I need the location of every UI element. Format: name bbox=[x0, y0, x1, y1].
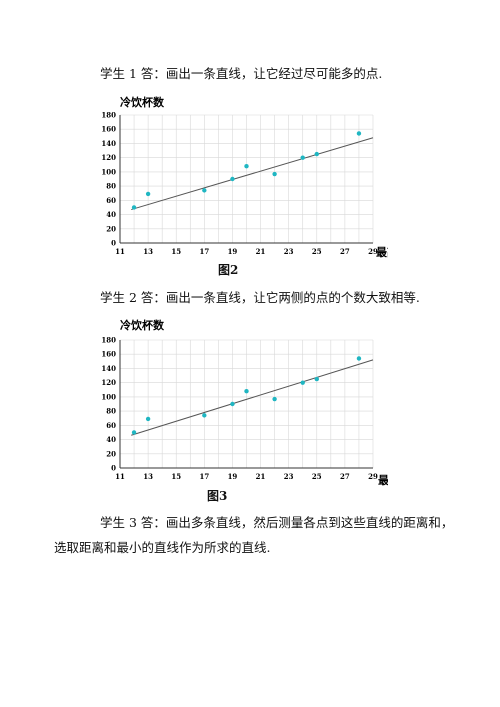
y-tick-label: 180 bbox=[101, 336, 116, 345]
y-tick-label: 40 bbox=[106, 435, 116, 444]
x-tick-label: 29 bbox=[368, 472, 378, 481]
data-point bbox=[131, 430, 137, 435]
x-tick-label: 25 bbox=[312, 472, 322, 481]
y-tick-label: 100 bbox=[101, 167, 116, 176]
data-point bbox=[356, 356, 362, 361]
y-tick-label: 20 bbox=[106, 224, 116, 233]
y-tick-label: 140 bbox=[101, 139, 116, 148]
x-tick-label: 23 bbox=[284, 247, 294, 256]
y-axis-label: 冷饮杯数 bbox=[120, 95, 165, 109]
data-point bbox=[145, 416, 151, 422]
data-point bbox=[314, 151, 319, 157]
x-axis-label: 最高气温/℃ bbox=[378, 473, 388, 486]
data-point bbox=[244, 389, 249, 394]
x-tick-label: 17 bbox=[199, 472, 209, 481]
x-tick-label: 21 bbox=[256, 472, 266, 481]
data-point bbox=[272, 396, 277, 402]
data-point bbox=[230, 176, 235, 182]
data-point bbox=[356, 131, 362, 136]
data-point bbox=[300, 380, 305, 385]
data-point bbox=[300, 155, 305, 160]
x-tick-label: 15 bbox=[171, 472, 181, 481]
x-axis-label: 最高气温/℃ bbox=[376, 245, 388, 258]
x-tick-label: 11 bbox=[115, 472, 125, 481]
y-tick-label: 80 bbox=[106, 407, 116, 416]
x-tick-label: 27 bbox=[340, 247, 350, 256]
y-tick-label: 60 bbox=[106, 196, 116, 205]
paragraph-student3-line2: 选取距离和最小的直线作为所求的直线. bbox=[54, 540, 271, 555]
x-tick-label: 23 bbox=[284, 472, 294, 481]
data-point bbox=[272, 171, 277, 177]
x-tick-label: 29 bbox=[368, 247, 378, 256]
y-tick-label: 60 bbox=[106, 421, 116, 430]
figure-caption-3: 图3 bbox=[207, 489, 228, 503]
paragraph-student2: 学生 2 答：画出一条直线，让它两侧的点的个数大致相等. bbox=[100, 290, 420, 305]
y-tick-label: 160 bbox=[101, 350, 116, 359]
x-tick-label: 25 bbox=[312, 247, 322, 256]
scatter-chart-fig3: 冷饮杯数 11 13 15 17 19 21 23 25 27 29 0 20 40 60 80 100 12… bbox=[88, 316, 388, 486]
y-tick-label: 80 bbox=[106, 182, 116, 191]
x-tick-label: 27 bbox=[340, 472, 350, 481]
x-tick-label: 17 bbox=[199, 247, 209, 256]
data-point bbox=[145, 191, 151, 197]
y-tick-label: 160 bbox=[101, 125, 116, 134]
figure-caption-2: 图2 bbox=[218, 263, 239, 277]
data-point bbox=[202, 413, 207, 418]
scatter-chart-fig2: 冷饮杯数 11 13 15 17 19 21 23 25 27 29 0 20 40 60 80 100 12… bbox=[88, 93, 388, 258]
data-point bbox=[244, 164, 249, 169]
x-tick-label: 15 bbox=[171, 247, 181, 256]
y-tick-label: 20 bbox=[106, 449, 116, 458]
x-tick-label: 13 bbox=[143, 472, 153, 481]
y-axis-label: 冷饮杯数 bbox=[120, 318, 165, 332]
x-tick-label: 13 bbox=[143, 247, 153, 256]
data-point bbox=[314, 376, 319, 382]
y-tick-label: 140 bbox=[101, 364, 116, 373]
data-point bbox=[202, 188, 207, 193]
y-tick-label: 120 bbox=[101, 153, 116, 162]
x-tick-label: 19 bbox=[228, 472, 238, 481]
paragraph-student1: 学生 1 答：画出一条直线，让它经过尽可能多的点. bbox=[100, 66, 383, 81]
fit-line bbox=[131, 359, 374, 436]
y-tick-label: 100 bbox=[101, 392, 116, 401]
x-tick-label: 11 bbox=[115, 247, 125, 256]
x-tick-label: 19 bbox=[228, 247, 238, 256]
y-tick-label: 120 bbox=[101, 378, 116, 387]
x-tick-label: 21 bbox=[256, 247, 266, 256]
fit-line bbox=[131, 137, 374, 211]
y-tick-label: 40 bbox=[106, 210, 116, 219]
y-tick-label: 0 bbox=[111, 239, 116, 248]
y-tick-label: 180 bbox=[101, 111, 116, 120]
data-point bbox=[230, 401, 235, 407]
paragraph-student3-line1: 学生 3 答：画出多条直线，然后测量各点到这些直线的距离和， bbox=[100, 515, 454, 530]
data-point bbox=[131, 205, 137, 210]
y-tick-label: 0 bbox=[111, 464, 116, 473]
